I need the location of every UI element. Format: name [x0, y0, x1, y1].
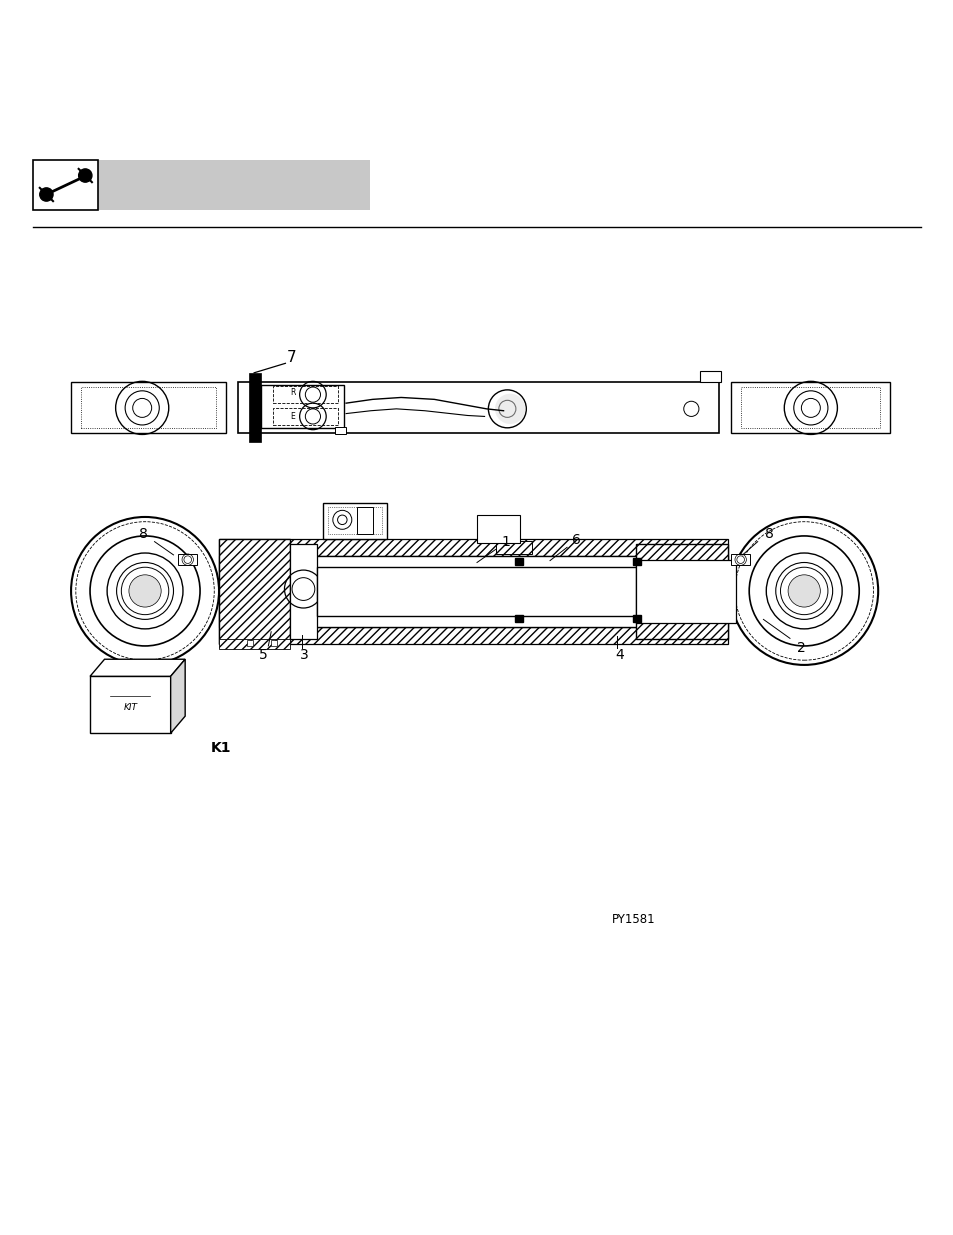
- Bar: [219, 627, 727, 645]
- Bar: [357, 508, 373, 534]
- Text: PY1581: PY1581: [611, 913, 655, 925]
- Bar: [273, 408, 337, 425]
- Bar: [219, 556, 727, 627]
- Bar: [247, 640, 253, 646]
- Text: KIT: KIT: [123, 703, 137, 713]
- Bar: [328, 508, 382, 534]
- Bar: [290, 543, 316, 640]
- Circle shape: [40, 188, 53, 201]
- Bar: [260, 385, 344, 427]
- Bar: [335, 427, 346, 435]
- Text: R: R: [290, 388, 295, 398]
- Text: 8: 8: [138, 527, 148, 541]
- Bar: [80, 387, 216, 427]
- Bar: [700, 370, 720, 383]
- Bar: [730, 555, 749, 566]
- Bar: [740, 387, 880, 427]
- Polygon shape: [171, 659, 185, 734]
- Bar: [636, 543, 727, 640]
- Text: K1: K1: [211, 741, 231, 756]
- Bar: [316, 567, 636, 615]
- Bar: [273, 387, 337, 403]
- Text: 2: 2: [796, 641, 805, 655]
- Bar: [33, 161, 370, 210]
- Bar: [496, 541, 532, 555]
- Text: E: E: [291, 412, 295, 421]
- Circle shape: [78, 169, 91, 183]
- Bar: [71, 383, 226, 432]
- Text: 6: 6: [572, 532, 580, 547]
- Text: 5: 5: [259, 648, 268, 662]
- Bar: [323, 503, 387, 538]
- Bar: [219, 538, 290, 645]
- Bar: [515, 615, 522, 622]
- Text: 7: 7: [287, 351, 296, 366]
- Bar: [476, 515, 519, 542]
- Circle shape: [129, 574, 161, 608]
- Bar: [271, 640, 276, 646]
- Text: 8: 8: [764, 527, 773, 541]
- Bar: [219, 538, 727, 556]
- Circle shape: [787, 574, 820, 608]
- Text: 3: 3: [299, 648, 309, 662]
- Bar: [237, 383, 719, 432]
- Bar: [33, 161, 97, 210]
- Bar: [219, 640, 290, 648]
- Bar: [90, 677, 171, 734]
- Bar: [178, 555, 197, 566]
- Circle shape: [495, 394, 525, 424]
- Polygon shape: [90, 659, 185, 677]
- Bar: [633, 558, 640, 566]
- Bar: [730, 383, 888, 432]
- Text: 1: 1: [500, 535, 509, 548]
- Bar: [515, 558, 522, 566]
- Bar: [249, 373, 260, 442]
- Bar: [636, 559, 735, 624]
- Text: 4: 4: [615, 648, 623, 662]
- Bar: [633, 615, 640, 622]
